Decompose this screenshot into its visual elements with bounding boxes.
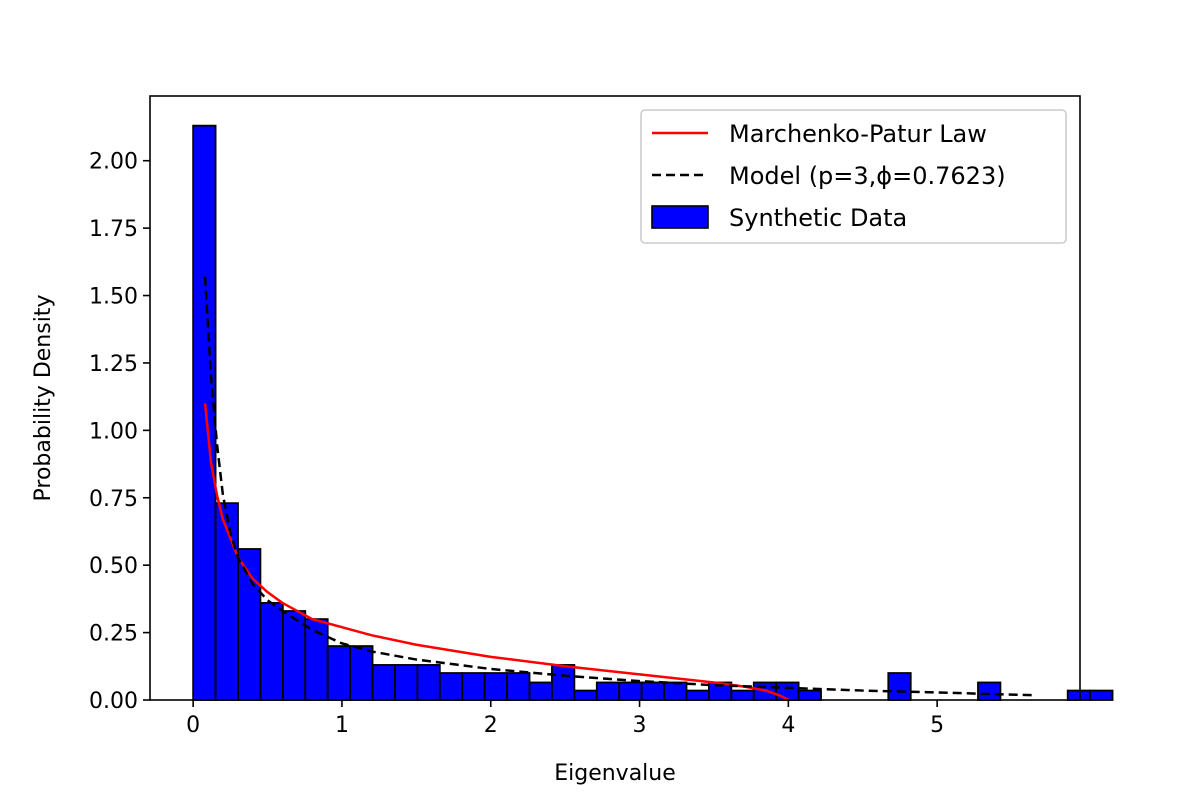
x-axis-ticks: 0 1 2 3 4 5	[186, 700, 944, 738]
histogram-bar	[977, 681, 1002, 701]
histogram-bar	[259, 602, 284, 701]
histogram-bar	[618, 681, 643, 701]
y-tick-label: 0.00	[89, 689, 138, 714]
x-tick-label: 4	[781, 713, 795, 738]
histogram-bar	[349, 645, 374, 701]
y-tick-label: 1.75	[89, 217, 138, 242]
histogram-bar	[326, 645, 352, 701]
histogram-bar	[281, 610, 307, 701]
histogram-bar	[640, 681, 665, 701]
histogram-bar	[438, 672, 464, 701]
y-axis-title: Probability Density	[31, 295, 56, 502]
y-tick-label: 0.25	[89, 622, 138, 647]
y-axis-ticks: 0.00 0.25 0.50 0.75 1.00 1.25 1.50 1.75 2.00	[89, 150, 150, 714]
y-tick-label: 1.25	[89, 352, 138, 377]
y-tick-label: 0.50	[89, 554, 138, 579]
series-line	[203, 403, 789, 702]
histogram-bar	[214, 502, 239, 701]
plot-frame	[149, 95, 1081, 701]
histogram-bar	[573, 689, 598, 701]
x-axis-title: Eigenvalue	[554, 761, 676, 786]
histogram-bar	[371, 664, 396, 701]
histogram-bar	[887, 672, 912, 701]
histogram-bar	[1066, 689, 1092, 701]
histogram-bar	[595, 681, 621, 701]
histogram-bar	[685, 689, 710, 701]
x-tick-label: 2	[484, 713, 498, 738]
x-tick-label: 5	[930, 713, 944, 738]
histogram-bar	[663, 681, 688, 701]
histogram-bar	[528, 681, 553, 701]
legend: Marchenko-Patur Law Model (p=3,ϕ=0.7623)…	[640, 109, 1067, 244]
legend-label-model: Model (p=3,ϕ=0.7623)	[729, 162, 1006, 190]
y-tick-label: 1.00	[89, 419, 138, 444]
y-tick-label: 1.50	[89, 285, 138, 310]
histogram-bar	[797, 689, 822, 701]
y-tick-label: 0.75	[89, 487, 138, 512]
x-tick-label: 3	[633, 713, 647, 738]
legend-label-synthetic: Synthetic Data	[729, 204, 907, 232]
histogram-bar	[461, 672, 486, 701]
histogram-bar	[551, 664, 576, 701]
histogram-bar	[1089, 689, 1114, 701]
histogram-bar	[506, 672, 531, 701]
series-line	[203, 276, 1034, 697]
x-tick-label: 1	[335, 713, 349, 738]
legend-label-mp-law: Marchenko-Patur Law	[729, 120, 987, 148]
legend-box	[640, 109, 1067, 244]
series-lines	[203, 276, 1034, 702]
y-tick-label: 2.00	[89, 150, 138, 175]
histogram-bar	[775, 681, 800, 701]
x-tick-label: 0	[186, 713, 200, 738]
histogram-bar	[416, 664, 441, 701]
histogram-bar	[192, 124, 217, 701]
histogram-bar	[730, 689, 755, 701]
legend-swatch-synthetic	[651, 205, 709, 229]
histogram-bar	[394, 664, 419, 701]
histogram-bar	[483, 672, 508, 701]
